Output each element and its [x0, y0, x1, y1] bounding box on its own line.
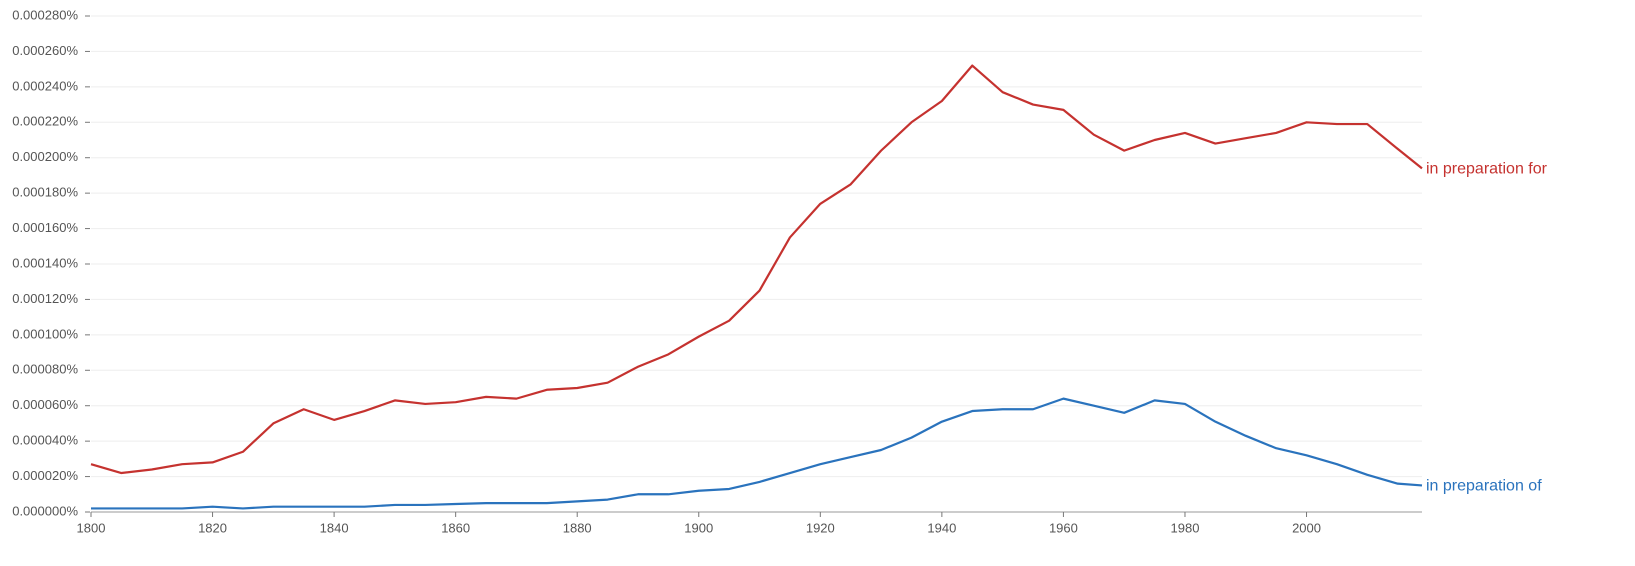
x-tick-label: 1880 [563, 520, 592, 535]
y-tick-label: 0.000180% [12, 185, 78, 200]
x-tick-label: 2000 [1292, 520, 1321, 535]
x-tick-label: 1980 [1171, 520, 1200, 535]
x-tick-label: 1860 [441, 520, 470, 535]
y-tick-label: 0.000260% [12, 43, 78, 58]
y-tick-label: 0.000060% [12, 397, 78, 412]
y-tick-label: 0.000160% [12, 220, 78, 235]
y-tick-label: 0.000220% [12, 114, 78, 129]
x-tick-label: 1960 [1049, 520, 1078, 535]
x-tick-label: 1800 [77, 520, 106, 535]
y-tick-label: 0.000280% [12, 7, 78, 22]
y-tick-label: 0.000000% [12, 503, 78, 518]
series-line [91, 397, 1423, 510]
y-tick-label: 0.000120% [12, 291, 78, 306]
y-tick-label: 0.000080% [12, 362, 78, 377]
x-tick-label: 1900 [684, 520, 713, 535]
y-tick-label: 0.000240% [12, 78, 78, 93]
x-tick-label: 1940 [927, 520, 956, 535]
y-tick-label: 0.000140% [12, 255, 78, 270]
y-tick-label: 0.000040% [12, 433, 78, 448]
y-tick-label: 0.000200% [12, 149, 78, 164]
x-tick-label: 1840 [320, 520, 349, 535]
series-line [90, 64, 1423, 475]
x-tick-label: 1820 [198, 520, 227, 535]
x-tick-label: 1920 [806, 520, 835, 535]
y-tick-label: 0.000020% [12, 468, 78, 483]
series-label: in preparation for [1426, 161, 1548, 178]
y-tick-label: 0.000100% [12, 326, 78, 341]
series-label: in preparation of [1426, 478, 1542, 495]
